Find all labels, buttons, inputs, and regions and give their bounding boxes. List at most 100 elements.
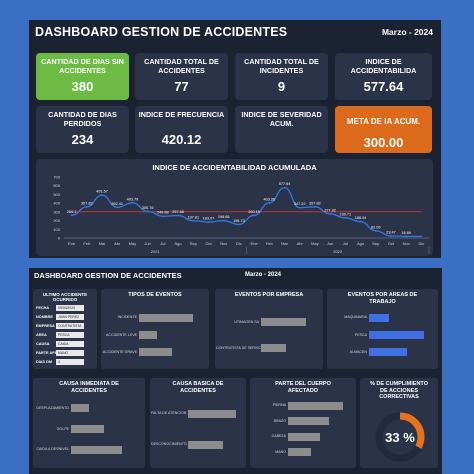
data-label: 305.76: [142, 206, 154, 210]
kpi-label: CANTIDAD DE DIAS PERDIDOS: [48, 110, 117, 128]
dashboard-date-bottom: Marzo - 2024: [245, 272, 282, 278]
bar: [261, 344, 286, 352]
dashboard-top: DASHBOARD GESTION DE ACCIDENTES Marzo - …: [29, 20, 441, 258]
bar-panel: CAUSA BASICA DE ACCIDENTES FALTA DE ATENC…: [150, 378, 246, 468]
kpi-card: INDICE DE FRECUENCIA 420.12: [135, 106, 228, 153]
data-label: 352.41: [111, 202, 123, 206]
filter-value[interactable]: PESCA: [56, 332, 84, 338]
bar: [288, 417, 329, 426]
data-label: 155.73: [233, 219, 245, 223]
kpi-label: INDICE DE ACCIDENTABILIDA: [350, 57, 417, 75]
dashboard-title: DASHBOARD GESTION DE ACCIDENTES: [35, 25, 288, 39]
bar-label: PESCA: [354, 332, 367, 337]
data-label: 257.68: [172, 210, 184, 214]
filter-value[interactable]: JUAN PEREZ: [56, 314, 84, 320]
data-label: 260.1: [67, 210, 77, 214]
dashboard-bottom: DASHBOARD GESTION DE ACCIDENTES Marzo - …: [29, 268, 442, 474]
x-tick-label: Mar: [99, 241, 107, 246]
gauge-value: 33 %: [385, 430, 415, 445]
y-tick-label: 0: [58, 236, 61, 241]
year-group-label: 2022: [333, 249, 343, 254]
data-point: [344, 216, 347, 219]
data-point: [70, 214, 73, 217]
bar-label: MAQUINARIA: [344, 315, 367, 320]
kpi-label: CANTIDAD TOTAL DE ACCIDENTES: [144, 57, 219, 75]
panel-title: CAUSA INMEDIATA DE ACCIDENTES: [59, 381, 119, 394]
x-tick-label: Sep: [372, 241, 380, 246]
x-tick-label: Ago: [357, 241, 365, 246]
chart-title: INDICE DE ACCIDENTABILIDAD ACUMULADA: [152, 163, 317, 172]
gauge-title: % DE CUMPLIMIENTO DE ACCIONES CORRECTIVA…: [370, 381, 428, 400]
bar-panel: CAUSA INMEDIATA DE ACCIDENTES DESPLAZAMIE…: [33, 378, 145, 468]
data-point: [237, 223, 240, 226]
data-point: [222, 219, 225, 222]
y-tick-label: 200: [53, 218, 60, 223]
data-label: 18.69: [401, 231, 411, 235]
filter-label: DIAS DM: [36, 360, 53, 364]
kpi-value: 234: [71, 132, 94, 147]
bar: [139, 313, 193, 322]
bar: [369, 313, 390, 322]
x-tick-label: Dic: [236, 241, 242, 246]
x-tick-label: Dic: [419, 241, 425, 246]
data-point: [146, 210, 149, 213]
last-accident-title: ULTIMO ACCIDENTE OCURRIDO: [42, 292, 88, 302]
bar-label: PIERNA: [272, 403, 286, 408]
x-tick-label: Jun: [327, 241, 333, 246]
y-tick-label: 500: [53, 192, 60, 197]
kpi-label: CANTIDAD DE DIAS SIN ACCIDENTES: [41, 57, 124, 75]
dashboard-date: Marzo - 2024: [381, 27, 433, 37]
filter-value[interactable]: 3: [56, 359, 84, 365]
y-tick-label: 600: [53, 183, 60, 188]
bar: [139, 331, 157, 339]
bar-panel: EVENTOS POR AREAS DE TRABAJO MAQUINARIA PE…: [327, 289, 438, 369]
filter-value[interactable]: MANO: [56, 350, 84, 356]
bar: [188, 440, 223, 449]
data-label: 188.04: [355, 216, 367, 220]
panel-title: TIPOS DE EVENTOS: [128, 292, 182, 298]
data-label: 197.81: [187, 215, 199, 219]
x-tick-label: Ago: [175, 241, 183, 246]
data-label: 491.57: [96, 190, 108, 194]
kpi-card: INDICE DE SEVERIDAD ACUM.: [235, 106, 328, 153]
x-tick-label: Feb: [83, 241, 91, 246]
filter-value[interactable]: 09/03/2024: [56, 305, 84, 311]
data-point: [298, 206, 301, 209]
x-tick-label: Jul: [160, 241, 165, 246]
bar-panel: PARTE DEL CUERPO AFECTADO PIERNA BRAZO CABE…: [250, 378, 356, 468]
data-point: [85, 205, 88, 208]
x-tick-label: Nov: [403, 241, 410, 246]
accident-index-chart: INDICE DE ACCIDENTABILIDAD ACUMULADA 0 10…: [36, 159, 433, 256]
bar-label: ACCIDENTE LEVE: [106, 332, 137, 337]
bar: [71, 445, 122, 454]
data-point: [390, 235, 392, 237]
filter-row: AREA PESCA: [36, 332, 94, 339]
x-tick-label: Jul: [343, 241, 348, 246]
bar: [288, 401, 344, 410]
kpi-card: CANTIDAD TOTAL DE ACCIDENTES 77: [135, 53, 228, 100]
kpi-card: CANTIDAD DE DIAS SIN ACCIDENTES 380: [36, 53, 129, 100]
panel-title: CAUSA BASICA DE ACCIDENTES: [172, 381, 224, 394]
filter-label: CAUSA: [36, 342, 50, 346]
bar-label: CABEZA: [271, 434, 286, 439]
filter-value[interactable]: CAIDA: [56, 341, 84, 347]
data-point: [116, 206, 119, 209]
data-label: 347.22: [294, 202, 306, 206]
data-label: 198.68: [218, 215, 230, 219]
bar-panel: TIPOS DE EVENTOS INCIDENTE ACCIDENTE LEVE A…: [101, 289, 209, 369]
panel-title: EVENTOS POR AREAS DE TRABAJO: [347, 292, 418, 305]
y-tick-label: 100: [53, 227, 60, 232]
bar-label: CONTRATISTA DE SERVICIOS: [216, 345, 268, 350]
x-tick-label: Jun: [144, 241, 150, 246]
filter-label: AREA: [36, 333, 47, 337]
kpi-label: CANTIDAD TOTAL DE INCIDENTES: [244, 57, 319, 75]
x-tick-label: Abr: [114, 241, 121, 246]
y-tick-label: 700: [53, 175, 60, 180]
filter-value[interactable]: CONTRATISTA: [56, 323, 84, 329]
bar: [288, 448, 312, 457]
bar-label: UTIMAGEN SA: [234, 319, 259, 324]
kpi-value: 380: [71, 79, 94, 94]
data-label: 23.47: [386, 230, 396, 234]
bar-label: FALTA DE ATENCION: [151, 411, 187, 415]
bar: [139, 348, 172, 357]
